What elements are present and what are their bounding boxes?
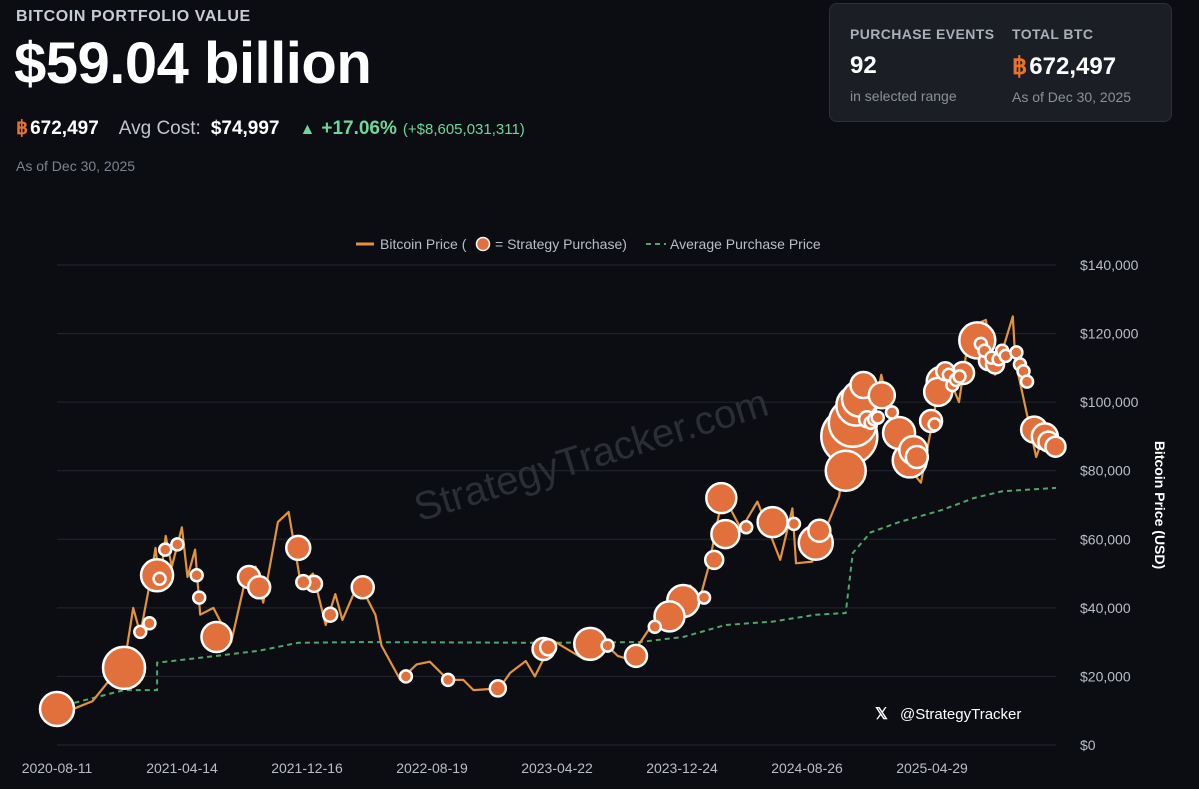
purchase-marker	[696, 590, 712, 605]
y-axis-title: Bitcoin Price (USD)	[1152, 441, 1168, 569]
purchase-marker	[710, 518, 741, 550]
portfolio-summary: ฿ 672,497 Avg Cost: $74,997 ▲ +17.06% (+…	[16, 117, 525, 140]
purchase-marker	[191, 590, 207, 605]
social-handle: 𝕏 @StrategyTracker	[875, 706, 1021, 723]
purchase-marker	[884, 405, 900, 420]
purchase-marker	[786, 516, 802, 532]
purchase-marker	[824, 449, 867, 492]
purchase-marker	[1009, 345, 1024, 360]
purchase-marker	[1019, 374, 1035, 389]
avg-price-layer	[56, 486, 1057, 709]
avg-cost-label: Avg Cost:	[118, 118, 201, 139]
legend-purchase-label: = Strategy Purchase)	[495, 236, 627, 252]
up-arrow-icon: ▲	[299, 121, 316, 138]
x-logo-icon: 𝕏	[875, 706, 888, 723]
purchase-events-stat: PURCHASE EVENTS 92 in selected range	[850, 26, 994, 104]
total-btc-amount: 672,497	[1029, 53, 1117, 80]
purchase-events-label: PURCHASE EVENTS	[850, 26, 995, 42]
as-of-date: As of Dec 30, 2025	[16, 158, 136, 174]
purchase-events-sub: in selected range	[850, 88, 957, 104]
total-btc-sub: As of Dec 30, 2025	[1012, 89, 1132, 105]
average-purchase-line	[56, 486, 1057, 709]
stats-card: PURCHASE EVENTS 92 in selected range TOT…	[829, 3, 1172, 122]
legend-avg-label: Average Purchase Price	[670, 236, 821, 252]
purchase-marker	[1044, 435, 1067, 458]
x-tick-label: 2023-04-22	[521, 760, 593, 776]
x-tick-label: 2025-04-29	[896, 760, 968, 776]
purchase-marker	[756, 505, 789, 539]
purchase-marker	[157, 542, 173, 557]
purchase-marker	[600, 638, 615, 653]
y-tick-label: $20,000	[1080, 668, 1131, 684]
purchase-marker	[284, 534, 312, 562]
purchase-marker	[38, 690, 76, 728]
purchase-marker	[398, 669, 414, 684]
legend-price-label: Bitcoin Price (	[380, 236, 467, 252]
x-tick-label: 2023-12-24	[646, 760, 718, 776]
axis-labels: $0 $20,000 $40,000 $60,000 $80,000 $100,000 $1…	[22, 257, 1139, 776]
chart-legend: Bitcoin Price ( = Strategy Purchase) Ave…	[356, 236, 821, 252]
portfolio-value: $59.04 billion	[14, 31, 372, 96]
change-amount: (+$8,605,031,311)	[402, 121, 525, 138]
purchase-events-value: 92	[850, 52, 994, 80]
legend-purchase-swatch	[475, 236, 491, 252]
purchase-marker	[904, 444, 930, 470]
purchase-marker	[538, 638, 558, 657]
purchase-marker	[653, 600, 686, 633]
x-tick-label: 2024-08-26	[771, 760, 843, 776]
purchase-marker	[133, 624, 148, 640]
purchase-marker	[647, 619, 663, 634]
y-tick-label: $80,000	[1080, 463, 1131, 479]
total-btc-label: TOTAL BTC	[1012, 26, 1094, 42]
purchase-markers	[38, 321, 1067, 728]
y-tick-label: $40,000	[1080, 600, 1131, 616]
avg-cost-value: $74,997	[210, 118, 280, 139]
grid-lines	[57, 264, 1056, 746]
purchase-marker	[152, 571, 167, 586]
purchase-marker	[703, 549, 725, 571]
purchase-marker	[189, 568, 204, 583]
purchase-marker	[867, 381, 897, 410]
y-tick-label: $120,000	[1080, 326, 1139, 342]
purchase-marker	[246, 575, 272, 600]
x-tick-label: 2022-08-19	[396, 760, 468, 776]
purchase-marker	[101, 645, 147, 691]
purchase-marker	[321, 606, 339, 623]
purchase-marker	[952, 369, 967, 384]
page-title: BITCOIN PORTFOLIO VALUE	[16, 8, 251, 25]
purchase-marker	[870, 410, 885, 425]
purchase-marker	[738, 520, 754, 535]
y-tick-label: $60,000	[1080, 531, 1131, 547]
change-percent: +17.06%	[321, 118, 397, 139]
purchase-marker	[705, 481, 738, 515]
total-btc-value: ฿ 672,497	[1012, 52, 1131, 81]
purchase-marker	[170, 537, 185, 552]
purchase-events-count: 92	[850, 52, 877, 79]
purchase-marker	[440, 672, 456, 688]
x-tick-label: 2020-08-11	[22, 760, 93, 776]
btc-holdings: 672,497	[30, 118, 99, 139]
purchase-marker	[295, 573, 312, 591]
total-btc-stat: TOTAL BTC ฿ 672,497 As of Dec 30, 2025	[1012, 26, 1131, 105]
purchase-marker	[488, 679, 508, 698]
x-tick-label: 2021-04-14	[146, 760, 218, 776]
x-tick-label: 2021-12-16	[271, 760, 343, 776]
purchase-marker	[142, 616, 157, 631]
y-tick-label: $0	[1080, 737, 1096, 753]
y-tick-label: $140,000	[1080, 257, 1139, 273]
y-tick-label: $100,000	[1080, 394, 1139, 410]
purchase-marker	[200, 620, 233, 654]
bitcoin-icon: ฿	[16, 118, 29, 139]
purchase-marker	[350, 575, 375, 600]
purchase-marker	[623, 643, 649, 669]
social-handle-text: @StrategyTracker	[900, 706, 1021, 723]
purchase-marker	[927, 417, 942, 432]
purchase-marker	[807, 518, 832, 543]
bitcoin-icon: ฿	[1012, 53, 1028, 80]
